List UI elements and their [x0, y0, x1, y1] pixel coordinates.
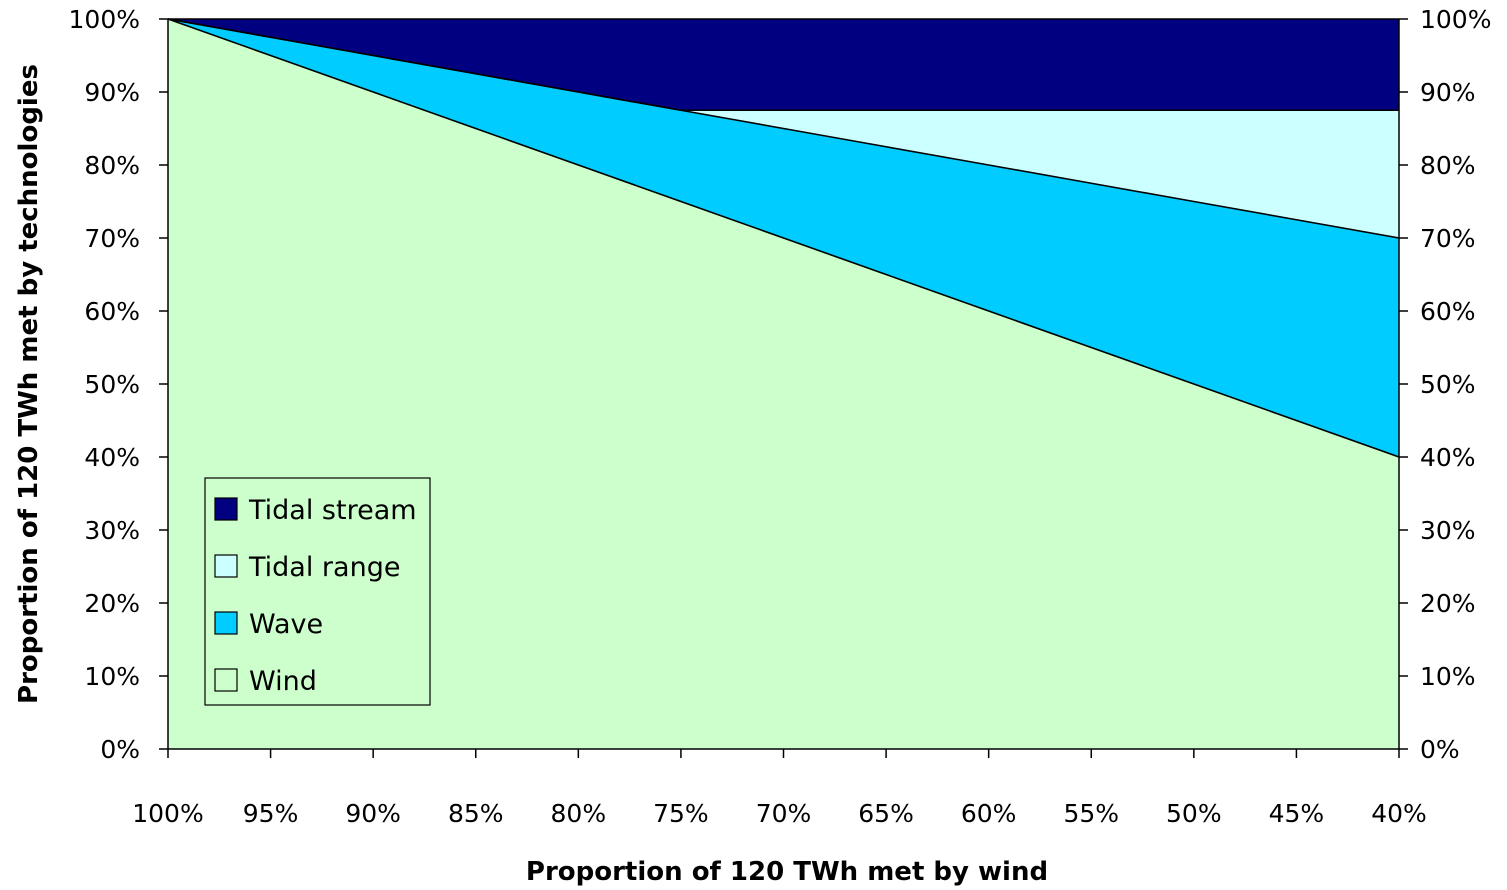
y-axis-title: Proportion of 120 TWh met by technologie… [14, 64, 44, 704]
right-axis-tick-label: 70% [1420, 224, 1476, 253]
y-tick-label: 10% [84, 662, 140, 691]
x-tick-label: 45% [1269, 799, 1325, 828]
legend-swatch-tidal-stream [214, 497, 238, 521]
right-axis-tick-label: 30% [1420, 516, 1476, 545]
right-axis-tick-label: 80% [1420, 151, 1476, 180]
area-outline-layer [167, 18, 1400, 458]
x-tick-label: 90% [345, 799, 401, 828]
legend-label-tidal-stream: Tidal stream [248, 495, 417, 526]
x-tick-label: 60% [961, 799, 1017, 828]
y-tick-label: 50% [84, 370, 140, 399]
y-tick-label: 0% [100, 735, 140, 764]
x-tick-label: 80% [551, 799, 607, 828]
x-tick-label: 65% [858, 799, 914, 828]
legend-swatch-wind [214, 668, 238, 692]
legend: Tidal stream Tidal range Wave Wind [204, 477, 431, 706]
x-tick-layer: 100% 95% 90% 85% 80% 75% 70% 65% 60% 55% 50% 45% 40% [132, 749, 1427, 828]
right-axis-tick-label: 50% [1420, 370, 1476, 399]
right-axis-tick-layer: 0% 10% 20% 30% 40% 50% 60% 70% 80% 90% 100% [1399, 5, 1491, 764]
legend-swatch-wave [214, 611, 238, 635]
y-tick-label: 30% [84, 516, 140, 545]
legend-box [204, 477, 431, 706]
legend-label-wave: Wave [249, 609, 323, 640]
right-axis-tick-label: 60% [1420, 297, 1476, 326]
x-tick-label: 75% [653, 799, 709, 828]
area-wind [168, 19, 1399, 749]
right-axis-tick-label: 90% [1420, 78, 1476, 107]
y-tick-label: 80% [84, 151, 140, 180]
x-tick-label: 85% [448, 799, 504, 828]
x-tick-label: 100% [132, 799, 203, 828]
legend-label-tidal-range: Tidal range [248, 552, 400, 583]
area-tidal-stream [168, 19, 1399, 111]
y-tick-label: 70% [84, 224, 140, 253]
area-top-line-wind [167, 18, 1400, 458]
right-axis-tick-label: 20% [1420, 589, 1476, 618]
x-tick-label: 50% [1166, 799, 1222, 828]
y-tick-layer: 0% 10% 20% 30% 40% 50% 60% 70% 80% 90% 100% [69, 5, 168, 764]
right-axis-tick-label: 100% [1420, 5, 1491, 34]
area-top-line-tidal-range [167, 18, 1399, 112]
right-axis-tick-label: 10% [1420, 662, 1476, 691]
x-tick-label: 95% [243, 799, 299, 828]
y-tick-label: 90% [84, 78, 140, 107]
x-tick-label: 40% [1371, 799, 1427, 828]
legend-swatch-tidal-range [214, 554, 238, 578]
legend-label-wind: Wind [249, 666, 317, 697]
y-tick-label: 20% [84, 589, 140, 618]
right-axis-tick-label: 0% [1420, 735, 1460, 764]
y-tick-label: 60% [84, 297, 140, 326]
right-axis-tick-label: 40% [1420, 443, 1476, 472]
x-axis-title: Proportion of 120 TWh met by wind [526, 857, 1048, 887]
y-tick-label: 100% [69, 5, 140, 34]
x-tick-label: 70% [756, 799, 812, 828]
y-tick-label: 40% [84, 443, 140, 472]
x-tick-label: 55% [1063, 799, 1119, 828]
